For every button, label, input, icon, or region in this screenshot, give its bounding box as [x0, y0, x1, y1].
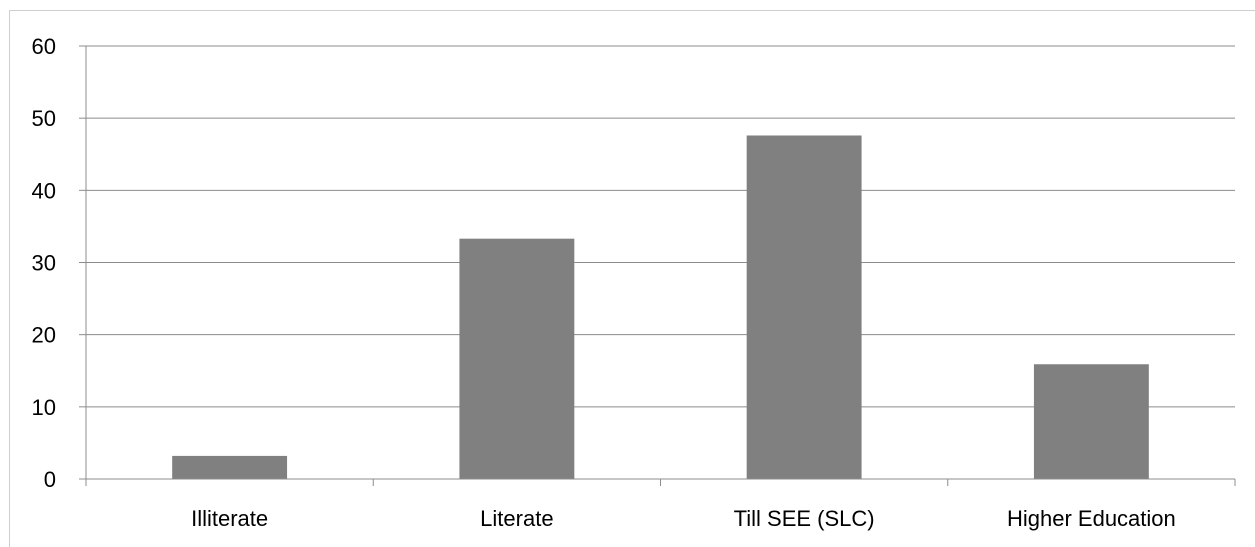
y-tick-label: 20 — [32, 323, 56, 348]
bar — [459, 238, 575, 479]
x-tick-label: Illiterate — [191, 506, 268, 531]
y-tick-label: 60 — [32, 34, 56, 59]
x-tick-label: Till SEE (SLC) — [734, 506, 875, 531]
bar — [746, 135, 862, 479]
y-tick-label: 50 — [32, 106, 56, 131]
y-tick-label: 30 — [32, 251, 56, 276]
x-tick-label: Literate — [480, 506, 553, 531]
bars — [172, 135, 1149, 479]
chart-frame — [9, 10, 1255, 547]
bar — [1033, 364, 1149, 479]
x-tick-label: Higher Education — [1007, 506, 1176, 531]
y-tick-label: 10 — [32, 395, 56, 420]
bar — [172, 455, 288, 479]
y-axis-ticks: 0 10 20 30 40 50 60 — [32, 34, 86, 492]
y-tick-label: 0 — [44, 467, 56, 492]
x-axis-ticks: Illiterate Literate Till SEE (SLC) Higher E… — [85, 479, 1236, 531]
gridlines — [86, 45, 1235, 408]
y-tick-label: 40 — [32, 178, 56, 203]
